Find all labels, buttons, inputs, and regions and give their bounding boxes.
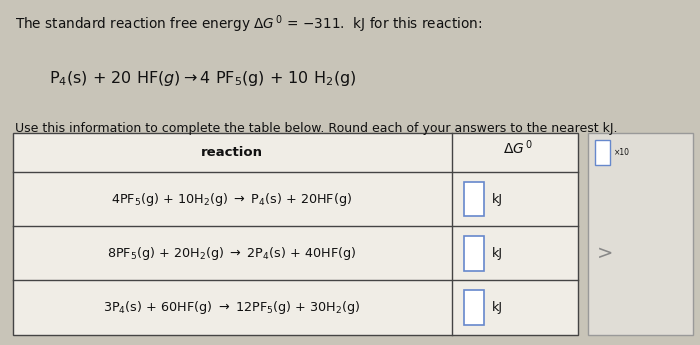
Text: $\mathrm{4PF_5(g)}$ + $\mathrm{10H_2(g)}$ $\rightarrow$ $\mathrm{P_4(s)}$ + $\ma: $\mathrm{4PF_5(g)}$ + $\mathrm{10H_2(g)}… xyxy=(111,191,353,208)
Bar xyxy=(464,290,484,325)
Text: The standard reaction free energy $\Delta G^{\,0}$ = $-$311.  kJ for this reacti: The standard reaction free energy $\Delt… xyxy=(15,14,482,36)
Text: $\Delta G^{\,0}$: $\Delta G^{\,0}$ xyxy=(503,138,533,157)
Bar xyxy=(588,133,693,335)
Bar xyxy=(464,236,484,270)
Text: Use this information to complete the table below. Round each of your answers to : Use this information to complete the tab… xyxy=(15,122,618,136)
Text: $\mathrm{3P_4(s)}$ + $\mathrm{60HF(g)}$ $\rightarrow$ $\mathrm{12PF_5(g)}$ + $\m: $\mathrm{3P_4(s)}$ + $\mathrm{60HF(g)}$ … xyxy=(104,299,360,316)
Text: kJ: kJ xyxy=(492,193,503,206)
Text: $\mathrm{P_4(s)}$ + 20 HF$(g)$$\rightarrow$4 $\mathrm{PF_5(g)}$ + 10 $\mathrm{H_: $\mathrm{P_4(s)}$ + 20 HF$(g)$$\rightarr… xyxy=(49,69,356,88)
Bar xyxy=(13,133,578,335)
Text: >: > xyxy=(597,244,614,263)
Text: reaction: reaction xyxy=(201,146,263,159)
Text: $\mathrm{8PF_5(g)}$ + $\mathrm{20H_2(g)}$ $\rightarrow$ $\mathrm{2P_4(s)}$ + $\m: $\mathrm{8PF_5(g)}$ + $\mathrm{20H_2(g)}… xyxy=(107,245,357,262)
Text: kJ: kJ xyxy=(492,247,503,260)
Text: kJ: kJ xyxy=(492,301,503,314)
Bar xyxy=(595,140,610,165)
Bar xyxy=(464,182,484,216)
Text: ×10: ×10 xyxy=(614,148,630,157)
